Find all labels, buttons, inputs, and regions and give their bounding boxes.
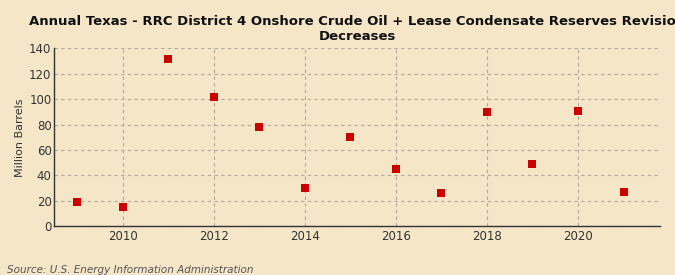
Title: Annual Texas - RRC District 4 Onshore Crude Oil + Lease Condensate Reserves Revi: Annual Texas - RRC District 4 Onshore Cr… xyxy=(29,15,675,43)
Point xyxy=(345,135,356,139)
Point xyxy=(527,162,538,166)
Point xyxy=(72,200,82,204)
Point xyxy=(254,125,265,129)
Point xyxy=(163,56,173,61)
Point xyxy=(209,94,219,99)
Point xyxy=(390,167,401,171)
Point xyxy=(572,108,583,113)
Point xyxy=(117,205,128,210)
Point xyxy=(481,110,492,114)
Point xyxy=(618,190,629,194)
Text: Source: U.S. Energy Information Administration: Source: U.S. Energy Information Administ… xyxy=(7,265,253,275)
Point xyxy=(300,186,310,190)
Point xyxy=(436,191,447,196)
Y-axis label: Million Barrels: Million Barrels xyxy=(15,98,25,177)
